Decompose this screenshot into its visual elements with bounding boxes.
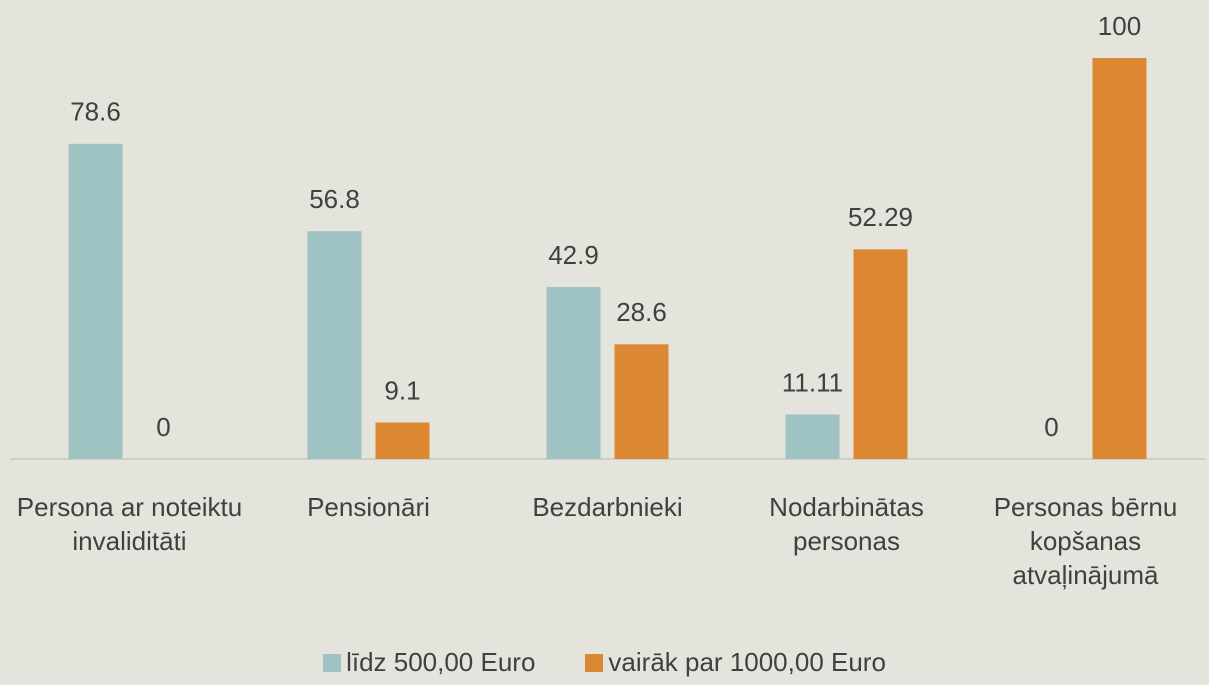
bar	[307, 231, 362, 459]
legend-label: līdz 500,00 Euro	[346, 647, 536, 677]
value-label: 0	[156, 412, 170, 442]
value-label: 78.6	[70, 97, 121, 127]
legend-item: vairāk par 1000,00 Euro	[585, 647, 886, 678]
bar	[853, 249, 908, 459]
value-label: 9.1	[384, 375, 420, 405]
legend-swatch	[585, 654, 604, 672]
x-tick-label: Nodarbinātas personas	[769, 492, 924, 556]
value-label: 52.29	[848, 202, 913, 232]
value-label: 28.6	[616, 297, 667, 327]
bar	[68, 143, 123, 459]
x-tick-label: Bezdarbnieki	[532, 492, 683, 522]
value-label: 11.11	[782, 367, 843, 397]
x-tick-label: Personas bērnu kopšanas atvaļinājumā	[993, 492, 1178, 590]
legend-label: vairāk par 1000,00 Euro	[608, 647, 886, 677]
value-label: 100	[1098, 11, 1141, 41]
bar	[614, 344, 669, 459]
value-label: 0	[1044, 412, 1058, 442]
x-tick-label: Pensionāri	[307, 492, 430, 522]
legend-item: līdz 500,00 Euro	[323, 647, 535, 678]
bar	[546, 286, 601, 459]
bar	[785, 414, 840, 459]
bar	[375, 422, 430, 459]
legend-swatch	[323, 654, 342, 672]
value-label: 42.9	[548, 240, 599, 270]
x-tick-label: Persona ar noteiktu invaliditāti	[16, 492, 243, 556]
legend: līdz 500,00 Euro vairāk par 1000,00 Euro	[0, 647, 1209, 678]
value-label: 56.8	[309, 184, 360, 214]
bar	[1092, 58, 1147, 459]
